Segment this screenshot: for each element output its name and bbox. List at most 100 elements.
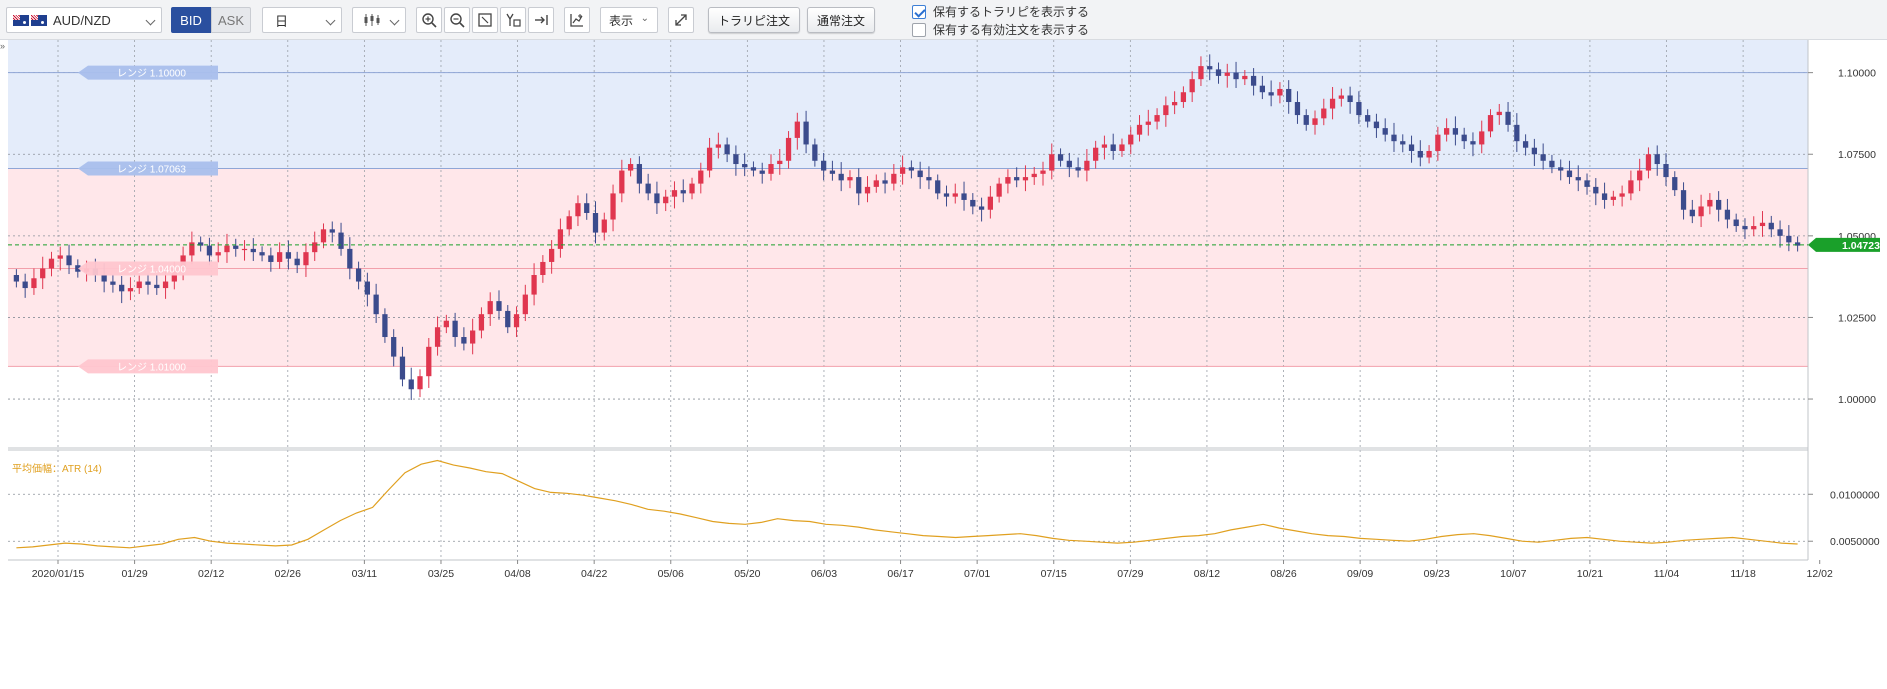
candle bbox=[706, 137, 713, 178]
candle bbox=[1698, 194, 1704, 228]
candle bbox=[1189, 71, 1195, 103]
atr-plot-background bbox=[8, 452, 1808, 560]
candle-body bbox=[31, 278, 37, 289]
chart-type-select[interactable] bbox=[352, 7, 406, 33]
candle bbox=[838, 162, 844, 192]
candle-body bbox=[1742, 226, 1748, 230]
candle-body bbox=[724, 144, 730, 155]
atr-tick-label: 0.0050000 bbox=[1830, 536, 1880, 548]
zoom-in-button[interactable] bbox=[416, 7, 442, 33]
candle bbox=[1654, 145, 1660, 176]
candle-body bbox=[391, 337, 397, 357]
normal-order-button[interactable]: 通常注文 bbox=[807, 7, 875, 33]
candle-body bbox=[1242, 75, 1248, 80]
atr-line bbox=[16, 459, 1798, 549]
candle-body bbox=[162, 281, 169, 289]
candle-body bbox=[1014, 177, 1020, 181]
candle bbox=[224, 233, 230, 263]
candle-body bbox=[399, 356, 406, 380]
price-tick-label: 1.00000 bbox=[1838, 394, 1876, 406]
candle-body bbox=[1329, 98, 1336, 109]
candle-body bbox=[101, 275, 107, 282]
indicator-button[interactable] bbox=[564, 7, 590, 33]
side-panel-toggle[interactable]: » bbox=[0, 41, 6, 51]
candle-body bbox=[1391, 134, 1397, 142]
date-tick-label: 10/21 bbox=[1577, 568, 1603, 580]
candle-body bbox=[1400, 141, 1406, 145]
candle bbox=[654, 181, 660, 214]
candle-body bbox=[426, 346, 432, 377]
candle bbox=[522, 284, 528, 322]
candle-body bbox=[145, 281, 151, 285]
candle bbox=[1040, 161, 1046, 186]
candle-body bbox=[636, 164, 643, 184]
display-select[interactable]: 表示 ⌄ bbox=[600, 7, 658, 33]
candle bbox=[1286, 80, 1292, 114]
trap-repeat-order-button[interactable]: トラリピ注文 bbox=[708, 7, 800, 33]
candle-body bbox=[777, 160, 783, 165]
candle bbox=[1505, 102, 1511, 132]
fullscreen-button[interactable] bbox=[668, 7, 694, 33]
candle bbox=[715, 132, 721, 159]
candle bbox=[487, 292, 493, 326]
candle bbox=[1066, 152, 1072, 178]
show-positions-checkbox[interactable] bbox=[912, 4, 926, 19]
candle-body bbox=[13, 275, 20, 282]
candle-body bbox=[1250, 75, 1257, 86]
show-positions-row[interactable]: 保有するトラリピを表示する bbox=[912, 3, 1089, 20]
candle bbox=[110, 274, 116, 293]
arrow-right-end-icon bbox=[535, 15, 548, 25]
candle-body bbox=[1180, 92, 1187, 103]
candle bbox=[1689, 199, 1695, 224]
candle bbox=[1637, 158, 1643, 192]
candle bbox=[1268, 80, 1274, 107]
candle-body bbox=[1496, 111, 1502, 116]
range-tag: レンジ 1.10000 bbox=[78, 65, 218, 80]
candle bbox=[750, 161, 757, 177]
candle-body bbox=[1224, 72, 1230, 76]
candle-body bbox=[1470, 141, 1476, 145]
candle bbox=[1470, 132, 1476, 157]
candle-body bbox=[461, 337, 467, 344]
candle-body bbox=[759, 170, 765, 174]
range-tag: レンジ 1.01000 bbox=[78, 359, 218, 374]
show-orders-checkbox[interactable] bbox=[912, 22, 926, 37]
candle bbox=[1277, 82, 1283, 104]
bid-ask-toggle: BID ASK bbox=[171, 7, 251, 33]
date-tick-label: 07/29 bbox=[1117, 568, 1143, 580]
candle-body bbox=[961, 193, 967, 200]
candle-body bbox=[285, 252, 292, 259]
candle-body bbox=[1619, 193, 1625, 197]
candle bbox=[513, 306, 520, 338]
price-axis: 1.100001.075001.050001.025001.000000.010… bbox=[1807, 40, 1887, 560]
candle-body bbox=[1663, 164, 1669, 178]
candle-body bbox=[1373, 121, 1380, 129]
scroll-to-latest-button[interactable] bbox=[528, 7, 554, 33]
ask-button[interactable]: ASK bbox=[211, 7, 251, 33]
candle bbox=[1180, 86, 1187, 108]
chart-area[interactable]: レンジ 1.10000 レンジ 1.07063 レンジ 1.04000 レンジ 1.0… bbox=[0, 40, 1887, 689]
candle-body bbox=[882, 180, 888, 184]
candle-body bbox=[698, 170, 704, 184]
currency-pair-select[interactable]: AUD/NZD bbox=[6, 7, 162, 33]
zoom-out-button[interactable] bbox=[444, 7, 470, 33]
show-orders-row[interactable]: 保有する有効注文を表示する bbox=[912, 21, 1089, 38]
fit-screen-button[interactable] bbox=[472, 7, 498, 33]
timeframe-select[interactable]: 日 bbox=[262, 7, 342, 33]
candle-body bbox=[215, 252, 221, 256]
candle-body bbox=[1759, 222, 1766, 227]
candle-body bbox=[470, 330, 476, 344]
candle bbox=[303, 243, 309, 277]
range-tag: レンジ 1.04000 bbox=[78, 261, 218, 276]
date-tick-label: 09/09 bbox=[1347, 568, 1373, 580]
candle-body bbox=[1733, 219, 1739, 227]
candle-body bbox=[1645, 154, 1652, 171]
candle bbox=[13, 269, 20, 288]
candle-body bbox=[496, 301, 502, 311]
price-chart[interactable]: レンジ 1.10000 レンジ 1.07063 レンジ 1.04000 レンジ 1.0… bbox=[0, 40, 1887, 689]
candle-body bbox=[706, 147, 713, 171]
bid-button[interactable]: BID bbox=[171, 7, 211, 33]
atr-title: 平均価幅：ATR (14) bbox=[12, 462, 102, 475]
price-lock-button[interactable] bbox=[500, 7, 526, 33]
candle bbox=[812, 138, 818, 167]
